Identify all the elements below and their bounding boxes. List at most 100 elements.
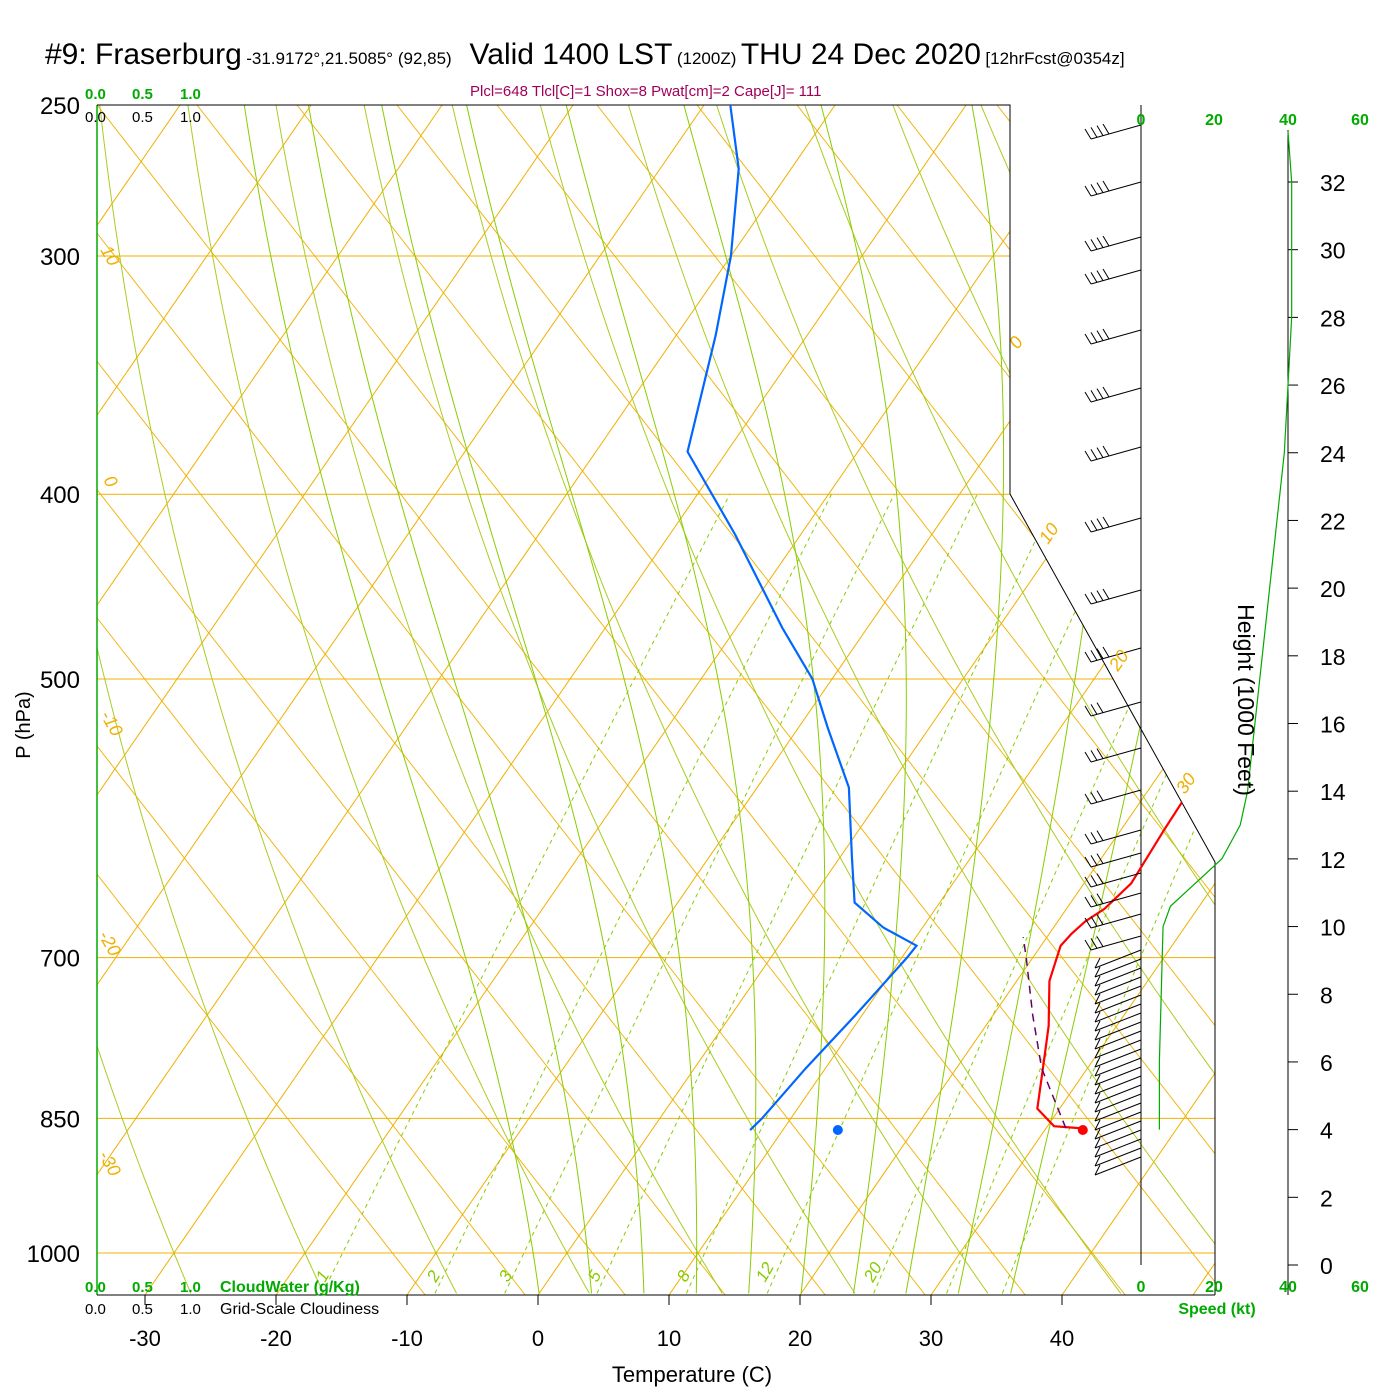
mixing-ratio-label: 20 [860, 1259, 887, 1286]
wind-barb-feather [1096, 182, 1104, 193]
plot-border [97, 104, 1216, 1295]
wind-barb-feather [1090, 449, 1098, 460]
height-tick-label: 24 [1320, 441, 1346, 467]
height-tick-label: 6 [1320, 1050, 1333, 1076]
wind-barb-feather [1094, 1146, 1101, 1158]
dry-adiabat-line [196, 105, 1126, 1295]
wind-barb-staff [1090, 829, 1142, 845]
mixing-ratio-line [685, 493, 1058, 1294]
pressure-tick-label: 250 [40, 93, 80, 120]
wind-barb-feather [1084, 185, 1092, 197]
wind-barb-feather [1084, 896, 1092, 908]
wind-barb-staff [1094, 1075, 1142, 1095]
wind-barb-staff [1094, 1120, 1142, 1140]
wind-barb-staff [1094, 1003, 1142, 1023]
station-name: #9: Fraserburg [45, 38, 242, 71]
speed-tick-label: 40 [1279, 1279, 1297, 1296]
wind-barb-feather [1090, 239, 1098, 250]
mixing-ratio-line [1001, 494, 1215, 1294]
wind-barb-feather [1084, 939, 1092, 951]
wind-barb-feather [1084, 751, 1092, 763]
dry-adiabat-line [496, 105, 1215, 1295]
wind-barb-staff [1094, 1012, 1142, 1032]
pressure-tick-label: 400 [40, 482, 80, 509]
wind-barb-feather [1094, 993, 1101, 1005]
mixing-ratio-line [596, 493, 978, 1294]
moist-adiabat-line [683, 105, 826, 1294]
potential-temp-line [705, 105, 1215, 1294]
wind-barb-staff [1094, 1138, 1142, 1158]
surface-dewpoint-dot [832, 1125, 843, 1136]
potential-temp-line [97, 105, 457, 1294]
x-tick-label: -30 [129, 1326, 161, 1351]
wind-barb-feather [1096, 936, 1104, 947]
wind-barb-feather [1090, 332, 1098, 343]
x-tick-label: 10 [657, 1326, 681, 1351]
isotherm-line [97, 105, 443, 1295]
wind-barb-feather [1102, 235, 1110, 247]
speed-tick-label: 40 [1279, 112, 1297, 129]
wind-barb-feather [1094, 1011, 1101, 1023]
wind-barb-staff [1090, 852, 1142, 868]
wind-barb-staff [1094, 1057, 1142, 1077]
wind-barb-staff [1090, 892, 1142, 908]
wind-barb-feather [1084, 876, 1092, 888]
dry-adiabat-line [896, 105, 1215, 1295]
valid-zulu: (1200Z) [676, 49, 737, 68]
dry-adiabat-line [97, 105, 426, 1295]
wind-barb-staff [1090, 236, 1142, 252]
wind-barb-feather [1096, 590, 1104, 601]
wind-barb-feather [1102, 386, 1110, 398]
wind-barb-feather [1102, 180, 1110, 192]
moist-adiabat-line [565, 105, 757, 1294]
wind-barb-staff [1090, 701, 1142, 717]
parcel-profile [1022, 937, 1067, 1129]
wind-barb-feather [1090, 127, 1098, 138]
wind-barb-feather [1102, 646, 1110, 658]
wind-barb-staff [1094, 1156, 1142, 1176]
isotherm-line [668, 105, 1215, 1295]
height-tick-label: 28 [1320, 305, 1346, 331]
dry-adiabat-line [97, 105, 526, 1295]
cloudwater-scale-label: 1.0 [180, 86, 201, 103]
wind-barb-feather [1096, 125, 1104, 136]
wind-barb-staff [1094, 1048, 1142, 1068]
wind-barb-feather [1096, 853, 1104, 864]
x-tick-label: 30 [919, 1326, 943, 1351]
wind-barb-feather [1096, 873, 1104, 884]
wind-barb-feather [1084, 240, 1092, 252]
dry-adiabat-line [97, 105, 826, 1295]
wind-barb-feather [1094, 975, 1101, 987]
dry-adiabat-line [1196, 105, 1215, 1295]
wind-barb-feather [1094, 1065, 1101, 1077]
wind-barb-staff [1090, 329, 1142, 345]
potential-temp-line [1053, 105, 1215, 1294]
height-tick-label: 12 [1320, 847, 1346, 873]
wind-barb-feather [1090, 704, 1098, 715]
height-tick-label: 14 [1320, 779, 1346, 805]
potential-temp-line [792, 105, 1215, 1294]
wind-barb-feather [1084, 450, 1092, 462]
speed-tick-label: 60 [1351, 1279, 1369, 1296]
valid-time: Valid 1400 LST [469, 38, 673, 71]
wind-barb-staff [1090, 747, 1142, 763]
dry-adiabat-line [1297, 105, 1400, 1295]
moist-adiabat-line [381, 105, 645, 1294]
mixing-ratio-label: 2 [423, 1267, 445, 1286]
potential-temp-line [97, 105, 325, 1294]
wind-barb-feather [1094, 1029, 1101, 1041]
temperature-profile [1036, 105, 1215, 1130]
wind-barb-feather [1084, 856, 1092, 868]
height-tick-label: 26 [1320, 373, 1346, 399]
wind-barb-feather [1094, 1101, 1101, 1113]
x-tick-label: 0 [532, 1326, 544, 1351]
wind-barb-staff [1094, 994, 1142, 1014]
wind-barb-feather [1090, 832, 1098, 843]
mixing-ratio-line [766, 494, 1131, 1294]
valid-date: THU 24 Dec 2020 [740, 38, 981, 71]
cloudwater-scale-label: 1.0 [180, 1279, 201, 1296]
wind-barb-feather [1094, 1164, 1101, 1176]
speed-tick-label: 0 [1137, 112, 1146, 129]
potential-temp-line [269, 105, 723, 1294]
wind-barb-feather [1084, 333, 1092, 345]
